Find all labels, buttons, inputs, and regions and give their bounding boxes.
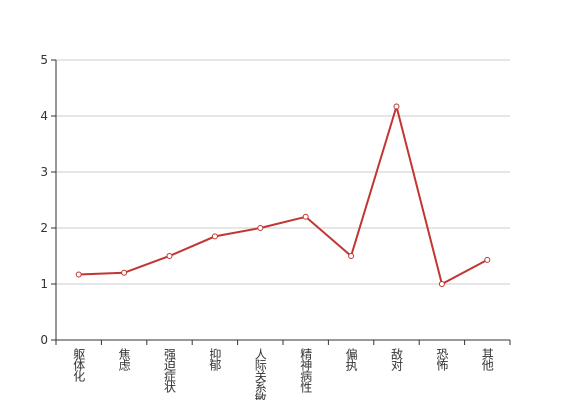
x-tick-label: 焦虑 [117, 348, 131, 371]
x-tick-label: 偏执 [344, 347, 358, 372]
x-tick-label: 精神病性 [299, 348, 313, 394]
point [438, 281, 445, 287]
line [78, 102, 488, 286]
point [75, 271, 82, 278]
x-tick-label: 其他 [480, 348, 494, 371]
point [302, 213, 309, 220]
point [348, 253, 355, 259]
y-tick-label: 3 [40, 165, 48, 179]
x-tick-label: 抑郁 [208, 347, 222, 372]
point [211, 233, 218, 240]
point [121, 269, 128, 276]
x-tick-label: 敌对 [390, 347, 404, 371]
point [393, 103, 400, 110]
x-tick-label: 强迫症状 [163, 348, 177, 393]
y-tick-label: 2 [40, 221, 48, 235]
y-tick-label: 4 [40, 109, 48, 123]
point [484, 256, 491, 263]
point [166, 253, 173, 259]
x-tick-label: 人际关系敏感 [253, 348, 267, 400]
x-tick-label: 恐怖 [435, 348, 449, 371]
point [257, 225, 264, 231]
y-tick-label: 5 [40, 53, 48, 67]
y-tick-label: 0 [40, 333, 48, 347]
x-tick-label: 躯体化 [72, 347, 86, 383]
y-tick-label: 1 [40, 277, 48, 291]
